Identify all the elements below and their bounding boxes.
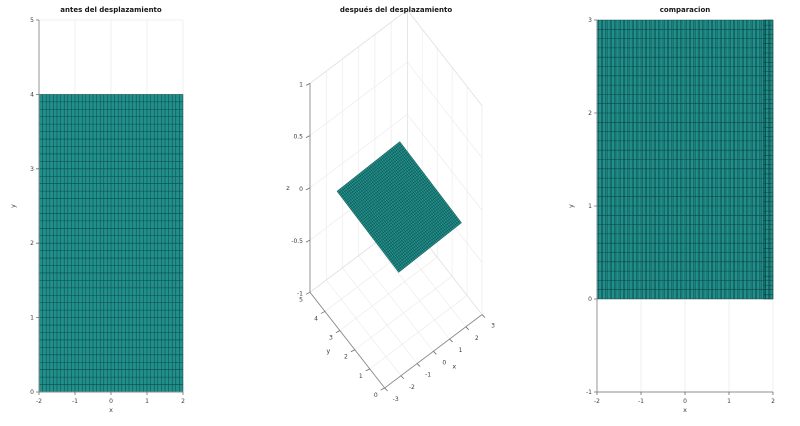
x3d-tick-label: 1 [459, 347, 463, 354]
y-tick-label: 3 [588, 17, 592, 24]
subplot-before-displacement: -2 -1 0 1 2 0 1 2 3 4 5 x y [9, 17, 185, 414]
y-tick-label: 2 [30, 240, 34, 247]
y3d-tick-label: 5 [299, 296, 303, 303]
y-tick-label: 5 [30, 17, 34, 24]
axes-tick-marks [36, 19, 184, 395]
x-tick-label: -1 [72, 398, 78, 405]
z3d-axis-label: z [286, 184, 290, 192]
y-tick-label: 3 [30, 166, 34, 173]
mesh-edges-layer-1 [598, 20, 771, 299]
y3d-tick-label: 3 [329, 335, 333, 342]
z3d-tick-label: 1 [299, 81, 303, 88]
y-tick-label: 1 [30, 315, 34, 322]
x-tick-label: -2 [36, 398, 42, 405]
y3d-axis-label: y [326, 347, 330, 355]
x-tick-label: 0 [109, 398, 113, 405]
x3d-tick-label: -2 [409, 384, 415, 391]
x3d-tick-label: -1 [425, 372, 431, 379]
subplot-after-title: después del desplazamiento [339, 6, 453, 14]
x-tick-label: 2 [181, 398, 185, 405]
z3d-tick-label: 0.5 [293, 134, 303, 141]
x-tick-label: 0 [683, 398, 687, 405]
z3d-tick-label: -0.5 [291, 238, 303, 245]
x3d-tick-label: -3 [393, 396, 399, 403]
y-axis-label: y [9, 204, 17, 208]
x-tick-label: -2 [594, 398, 600, 405]
x-axis-label: x [683, 406, 687, 414]
x-tick-label: 1 [727, 398, 731, 405]
y-tick-label: 0 [30, 389, 34, 396]
x-tick-label: 2 [771, 398, 775, 405]
y3d-tick-label: 4 [314, 315, 318, 322]
y-tick-label: -1 [586, 389, 592, 396]
x-tick-label: 1 [145, 398, 149, 405]
z3d-tick-label: 0 [299, 186, 303, 193]
y-tick-label: 1 [588, 203, 592, 210]
mesh3d-edges [336, 141, 462, 273]
y3d-tick-label: 0 [374, 392, 378, 399]
axes-tick-marks [594, 19, 774, 395]
subplot-comparison-title: comparacion [659, 6, 711, 14]
x3d-tick-label: 2 [475, 335, 479, 342]
mesh-edges-layer-0 [38, 94, 184, 393]
axes3d-pane-borders [309, 9, 483, 315]
subplot-before-title: antes del desplazamiento [60, 6, 162, 14]
x-tick-label: -1 [638, 398, 644, 405]
x3d-axis-label: x [452, 362, 456, 370]
y-tick-label: 2 [588, 110, 592, 117]
z3d-tick-label: -1 [297, 290, 303, 297]
mesh-edges-layer-0 [596, 19, 774, 300]
y-tick-label: 4 [30, 91, 34, 98]
y-axis-label: y [567, 204, 575, 208]
x-axis-label: x [109, 406, 113, 414]
x3d-tick-label: 3 [491, 323, 495, 330]
axes3d-tick-marks [305, 83, 486, 392]
y-tick-label: 0 [588, 296, 592, 303]
mesh-edges-layer-2 [763, 19, 774, 300]
x3d-tick-label: 0 [442, 359, 446, 366]
y3d-tick-label: 1 [359, 373, 363, 380]
y3d-tick-label: 2 [344, 354, 348, 361]
